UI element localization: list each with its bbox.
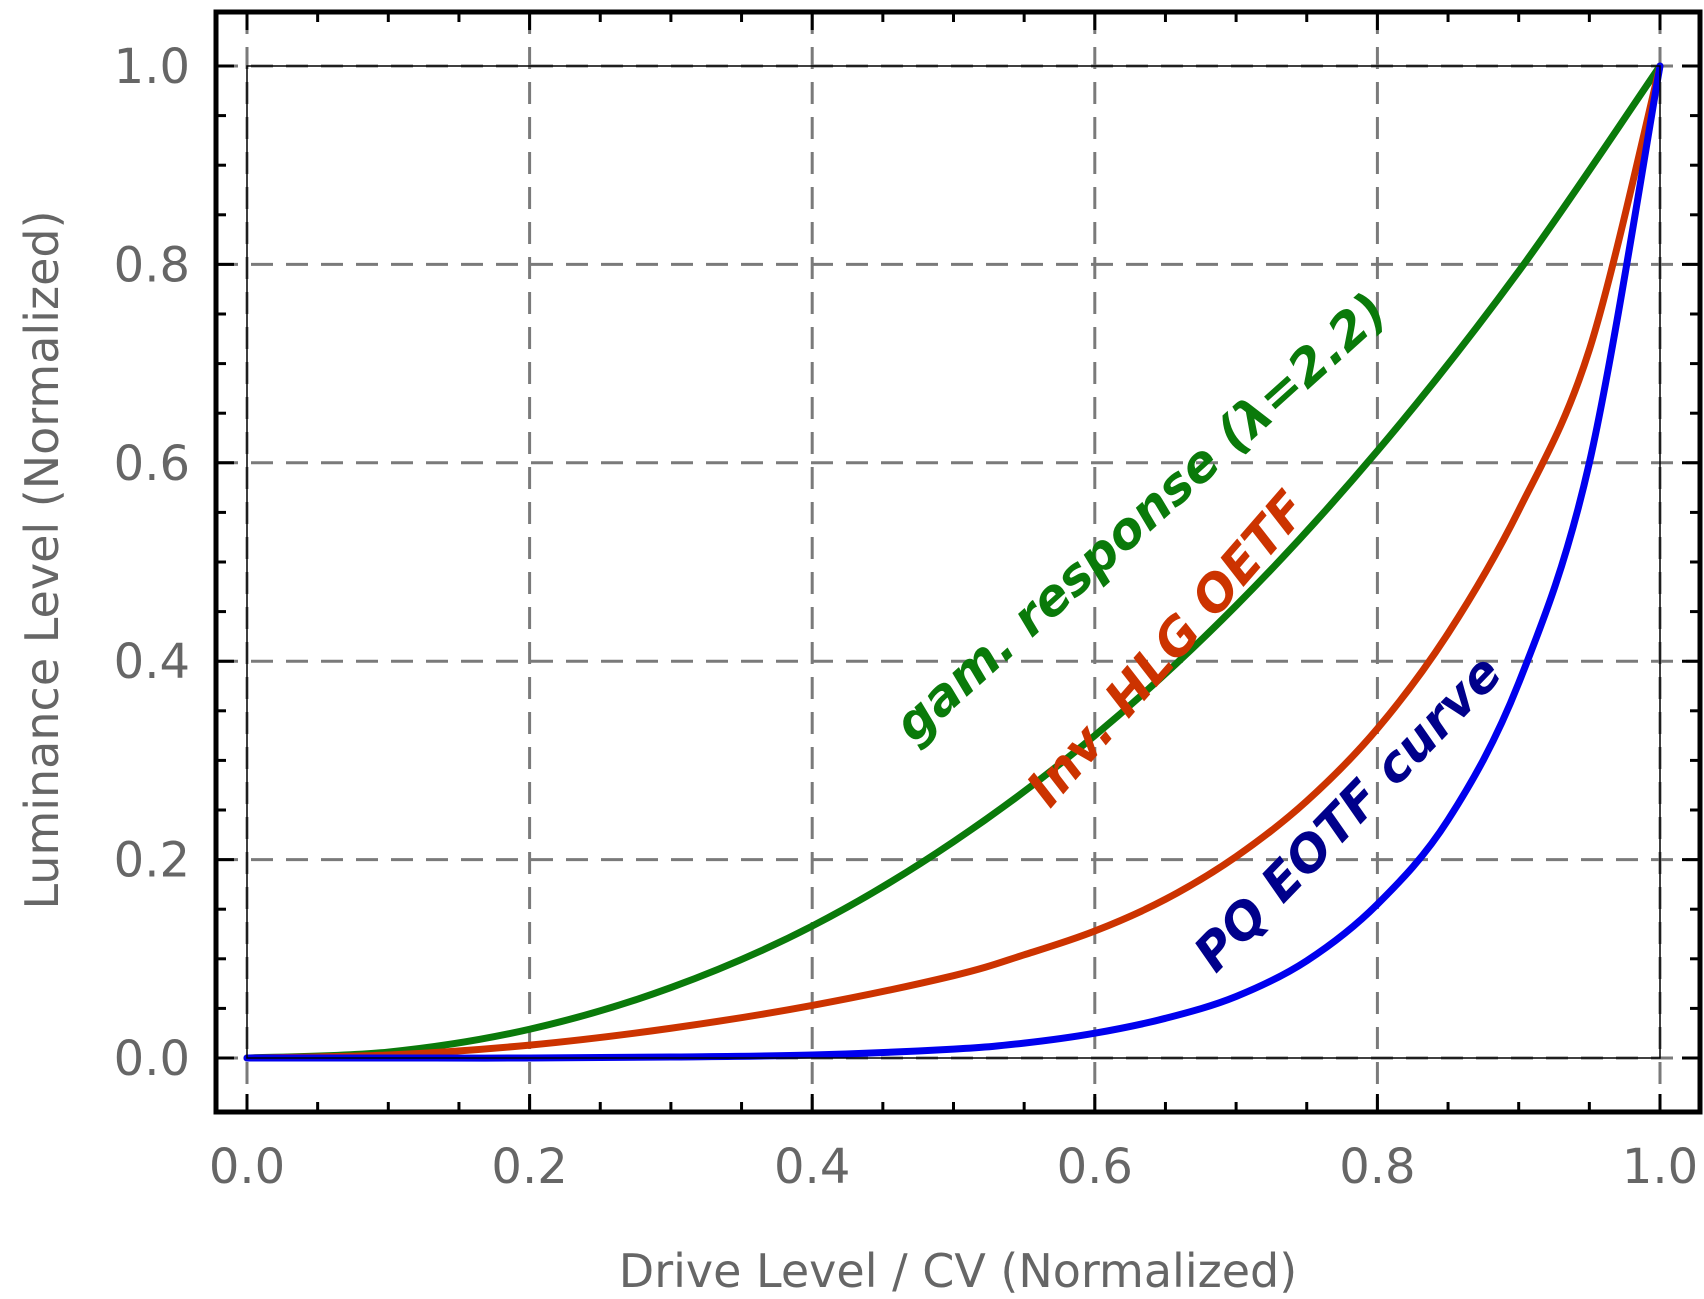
gamma-response-curve — [243, 62, 1664, 1062]
y-tick-label-2: 0.4 — [114, 634, 190, 690]
inner-frame — [246, 65, 1661, 1059]
inv-hlg-oetf-curve — [243, 62, 1664, 1062]
x-tick-label-0: 0.0 — [209, 1139, 285, 1195]
y-tick-label-0: 0.0 — [114, 1031, 190, 1087]
x-tick-label-1: 0.2 — [491, 1139, 567, 1195]
y-tick-label-4: 0.8 — [114, 237, 190, 293]
x-tick-label-2: 0.4 — [774, 1139, 850, 1195]
y-tick-labels: 0.0 0.2 0.4 0.6 0.8 1.0 — [114, 39, 190, 1087]
y-tick-label-5: 1.0 — [114, 39, 190, 95]
x-axis-title: Drive Level / CV (Normalized) — [619, 1244, 1297, 1298]
y-tick-label-1: 0.2 — [114, 833, 190, 889]
y-axis-title: Luminance Level (Normalized) — [15, 210, 69, 909]
x-tick-label-4: 0.8 — [1339, 1139, 1415, 1195]
plot-background — [216, 12, 1700, 1112]
x-tick-labels: 0.0 0.2 0.4 0.6 0.8 1.0 — [209, 1139, 1698, 1195]
y-tick-label-3: 0.6 — [114, 436, 190, 492]
frame-ticks — [216, 12, 1700, 1112]
x-tick-label-3: 0.6 — [1057, 1139, 1133, 1195]
x-tick-label-5: 1.0 — [1622, 1139, 1698, 1195]
